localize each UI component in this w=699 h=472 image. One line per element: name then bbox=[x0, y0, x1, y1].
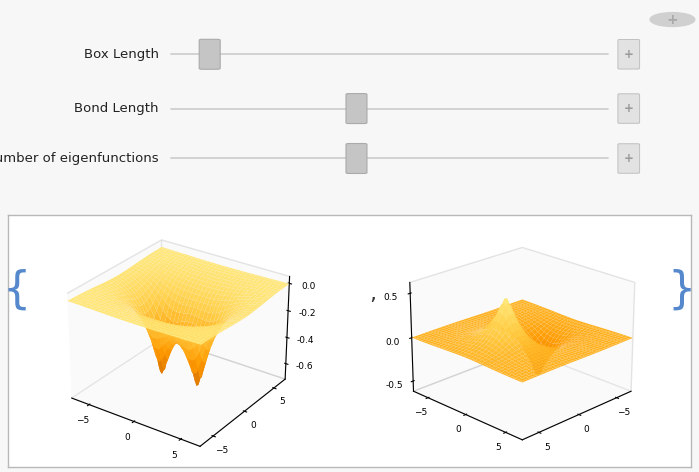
Text: ,: , bbox=[370, 284, 377, 304]
Text: +: + bbox=[624, 152, 634, 165]
Text: {: { bbox=[3, 269, 31, 312]
Text: Bond Length: Bond Length bbox=[74, 102, 159, 115]
Text: +: + bbox=[667, 13, 678, 26]
FancyBboxPatch shape bbox=[346, 143, 367, 174]
Text: Box Length: Box Length bbox=[84, 48, 159, 61]
FancyBboxPatch shape bbox=[618, 40, 640, 69]
Text: +: + bbox=[624, 48, 634, 61]
FancyBboxPatch shape bbox=[618, 144, 640, 173]
Text: +: + bbox=[624, 102, 634, 115]
Text: }: } bbox=[668, 269, 696, 312]
Text: Number of eigenfunctions: Number of eigenfunctions bbox=[0, 152, 159, 165]
FancyBboxPatch shape bbox=[346, 93, 367, 124]
FancyBboxPatch shape bbox=[618, 94, 640, 123]
Circle shape bbox=[650, 13, 695, 26]
FancyBboxPatch shape bbox=[199, 39, 220, 69]
